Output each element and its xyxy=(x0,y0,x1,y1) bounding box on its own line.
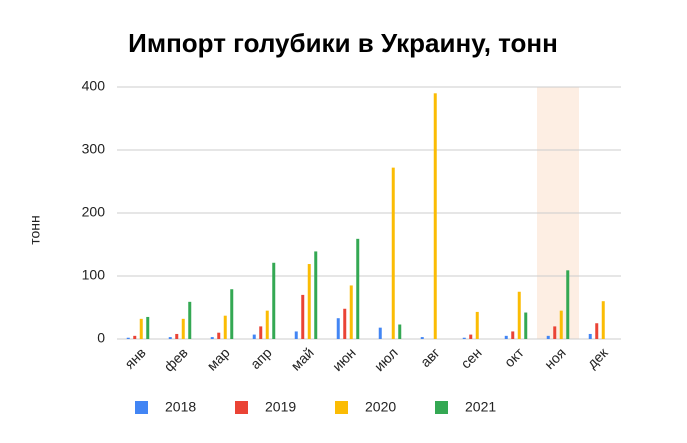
bar xyxy=(517,291,521,339)
bar xyxy=(301,294,305,339)
bar xyxy=(294,331,298,339)
y-tick-label: 300 xyxy=(82,141,106,157)
legend-swatch xyxy=(235,401,248,414)
bar xyxy=(378,327,382,339)
x-tick-label: дек xyxy=(584,344,612,372)
bar xyxy=(398,324,402,339)
bar xyxy=(252,334,256,339)
bar xyxy=(356,238,360,339)
bar xyxy=(546,335,550,339)
legend-label: 2021 xyxy=(465,399,496,415)
bar xyxy=(259,326,263,339)
legend-label: 2020 xyxy=(365,399,396,415)
bar xyxy=(595,323,599,339)
y-tick-label: 100 xyxy=(82,267,106,283)
bar xyxy=(210,337,214,339)
bar xyxy=(223,315,227,339)
legend-swatch xyxy=(335,401,348,414)
x-tick-label: июл xyxy=(371,344,401,374)
x-tick-label: июн xyxy=(329,344,359,374)
bar xyxy=(146,316,150,339)
bar xyxy=(265,310,269,339)
bar xyxy=(307,264,311,339)
y-tick-label: 400 xyxy=(82,78,106,94)
bar xyxy=(566,270,570,339)
bar xyxy=(139,318,143,339)
x-tick-label: сен xyxy=(457,344,484,371)
bar xyxy=(475,311,479,339)
bar xyxy=(588,333,592,339)
bar xyxy=(433,93,437,339)
x-tick-label: мар xyxy=(204,344,233,373)
bar xyxy=(420,337,424,339)
x-tick-label: ноя xyxy=(541,344,569,372)
y-axis-label: тонн xyxy=(27,215,43,245)
x-tick-label: май xyxy=(288,344,317,373)
bar xyxy=(181,318,185,339)
bar xyxy=(343,308,347,339)
bar xyxy=(175,333,179,339)
chart-title: Импорт голубики в Украину, тонн xyxy=(128,28,558,58)
bar xyxy=(462,337,466,339)
bar xyxy=(133,335,137,339)
bar xyxy=(349,285,353,339)
bar xyxy=(504,335,508,339)
x-tick-label: янв xyxy=(121,344,148,371)
bar xyxy=(601,301,605,339)
x-tick-label: фев xyxy=(161,344,191,374)
bar xyxy=(188,301,192,339)
bar xyxy=(217,332,221,339)
bar xyxy=(524,312,528,339)
bar xyxy=(314,251,318,339)
bar xyxy=(230,289,234,339)
y-tick-label: 0 xyxy=(97,330,105,346)
x-tick-label: апр xyxy=(247,344,275,372)
bar xyxy=(272,262,276,339)
legend-label: 2018 xyxy=(165,399,196,415)
bar xyxy=(511,331,515,339)
bar xyxy=(469,334,473,339)
legend-swatch xyxy=(135,401,148,414)
bar xyxy=(559,310,563,339)
legend-label: 2019 xyxy=(265,399,296,415)
legend-swatch xyxy=(435,401,448,414)
x-tick-label: окт xyxy=(501,344,527,370)
bar xyxy=(391,167,395,339)
bar xyxy=(553,326,557,339)
bar xyxy=(336,318,340,339)
x-tick-label: авг xyxy=(417,344,443,370)
bar xyxy=(126,337,130,339)
bar xyxy=(168,337,172,339)
y-tick-label: 200 xyxy=(82,204,106,220)
